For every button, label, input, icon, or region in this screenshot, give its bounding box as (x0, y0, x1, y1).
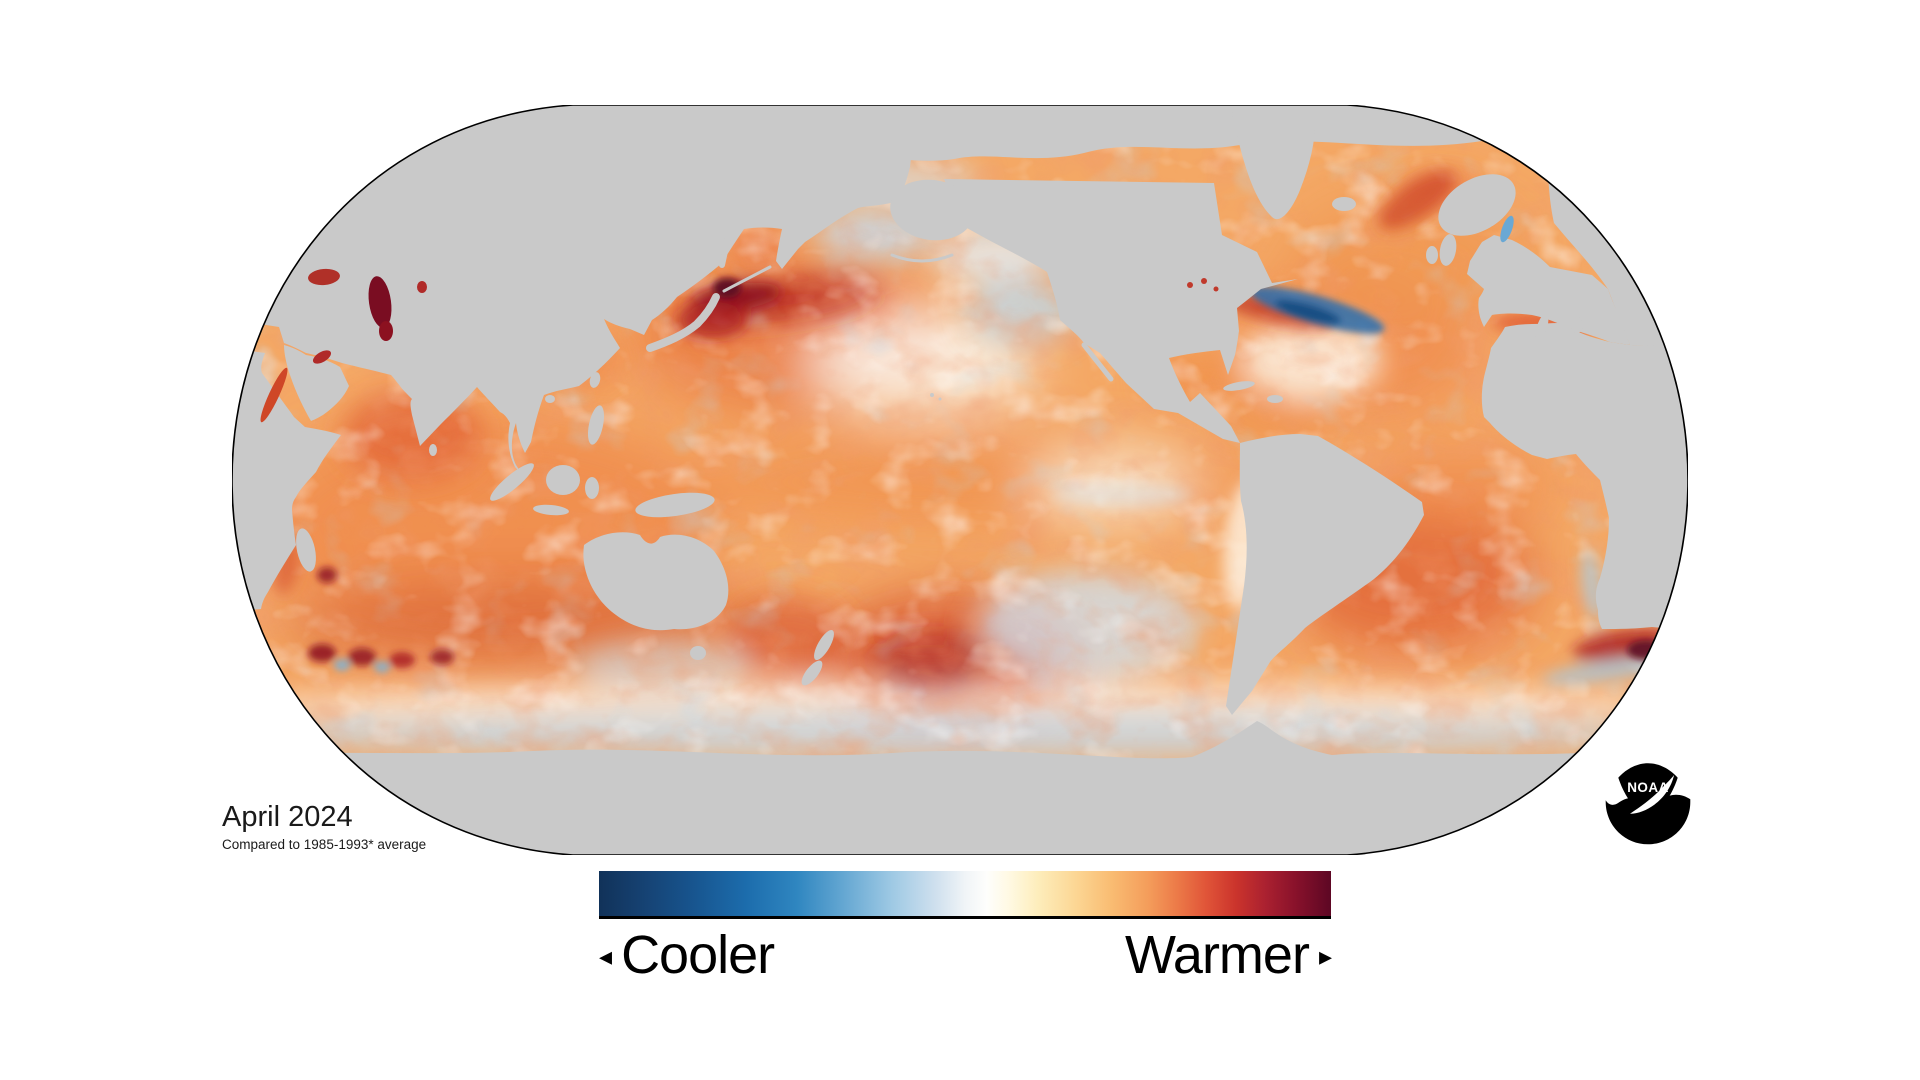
cooler-label-group: ◂ Cooler (599, 925, 775, 985)
land-north-america (944, 179, 1298, 443)
land-japan (646, 293, 720, 352)
colorbar-gradient (599, 871, 1331, 919)
map-outline (232, 105, 1688, 855)
land-africa-east (232, 343, 341, 615)
sst-anomaly-world-map (232, 105, 1688, 855)
land-sakhalin (719, 230, 732, 268)
noaa-logo-bird-icon (1630, 775, 1675, 814)
land-greenland (1227, 105, 1316, 219)
warmer-label: Warmer (1124, 925, 1310, 985)
noaa-logo: NOAA (1603, 757, 1693, 847)
colorbar-labels: ◂ Cooler Warmer ▸ (599, 924, 1332, 986)
land-arabia (284, 345, 349, 421)
islands (296, 174, 1583, 686)
inland-seas (260, 215, 1514, 423)
title-block: April 2024 Compared to 1985-1993* averag… (222, 801, 427, 852)
noaa-logo-wave (1605, 794, 1691, 845)
noaa-logo-text: NOAA (1627, 780, 1669, 795)
land-south-america (1226, 434, 1424, 715)
warmer-label-group: Warmer ▸ (1124, 925, 1332, 985)
land-antarctica (232, 721, 1688, 855)
land-aleutian-islands (890, 253, 954, 263)
warmer-arrow-icon: ▸ (1318, 941, 1332, 971)
land-kuril-islands (722, 265, 772, 293)
noaa-logo-fan (1618, 763, 1678, 818)
cooler-label: Cooler (621, 925, 775, 985)
cooler-arrow-icon: ◂ (599, 941, 612, 971)
land-europe (1467, 235, 1630, 345)
map-title: April 2024 (222, 801, 353, 833)
map-subtitle: Compared to 1985-1993* average (222, 836, 427, 852)
land-australia (583, 532, 729, 631)
land-baja-california (1081, 342, 1114, 382)
